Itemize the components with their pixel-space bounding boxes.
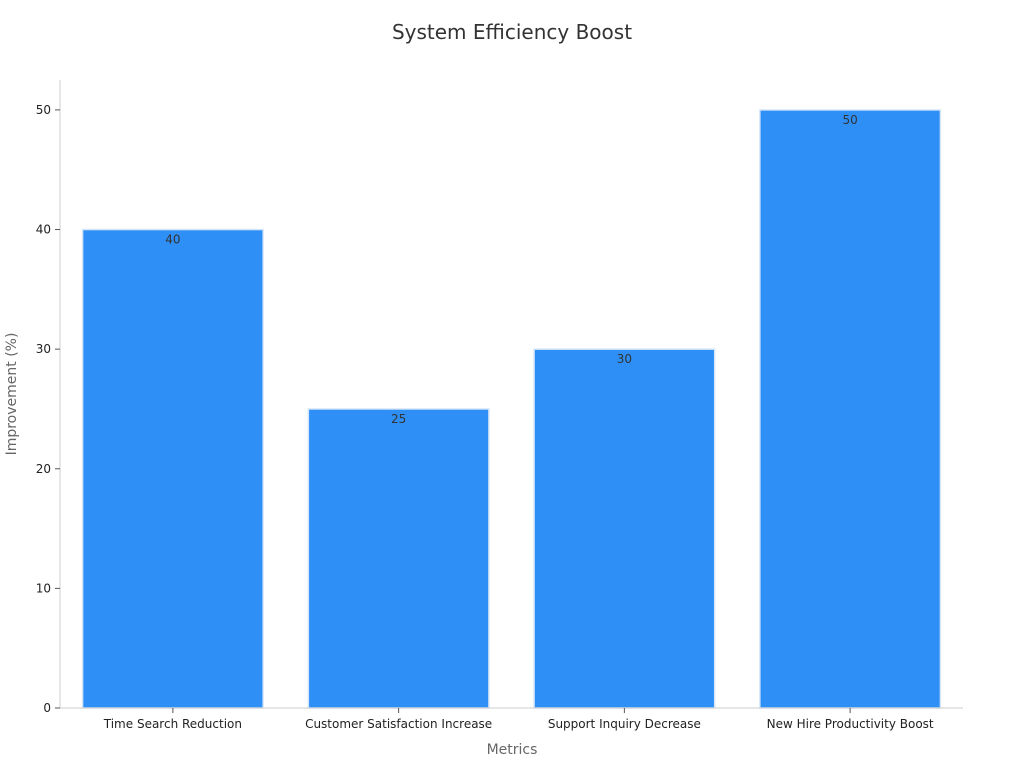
y-tick-label: 40 <box>36 223 51 237</box>
x-axis-title: Metrics <box>486 742 538 758</box>
bar <box>81 228 264 709</box>
y-tick-label: 20 <box>36 462 51 476</box>
data-label: 40 <box>165 233 180 247</box>
bar <box>759 109 942 709</box>
y-tick-label: 50 <box>36 103 51 117</box>
data-label: 50 <box>842 113 857 127</box>
data-label: 25 <box>391 412 406 426</box>
x-tick-label: New Hire Productivity Boost <box>767 717 934 731</box>
x-tick-label: Customer Satisfaction Increase <box>305 717 492 731</box>
y-tick-label: 0 <box>43 701 51 715</box>
bar <box>307 408 490 709</box>
data-label: 30 <box>617 352 632 366</box>
x-tick-label: Time Search Reduction <box>103 717 242 731</box>
chart-title: System Efficiency Boost <box>391 20 633 44</box>
x-tick-label: Support Inquiry Decrease <box>548 717 701 731</box>
y-tick-label: 30 <box>36 342 51 356</box>
y-tick-label: 10 <box>36 581 51 595</box>
bar <box>533 348 716 709</box>
y-axis-title: Improvement (%) <box>4 332 20 456</box>
